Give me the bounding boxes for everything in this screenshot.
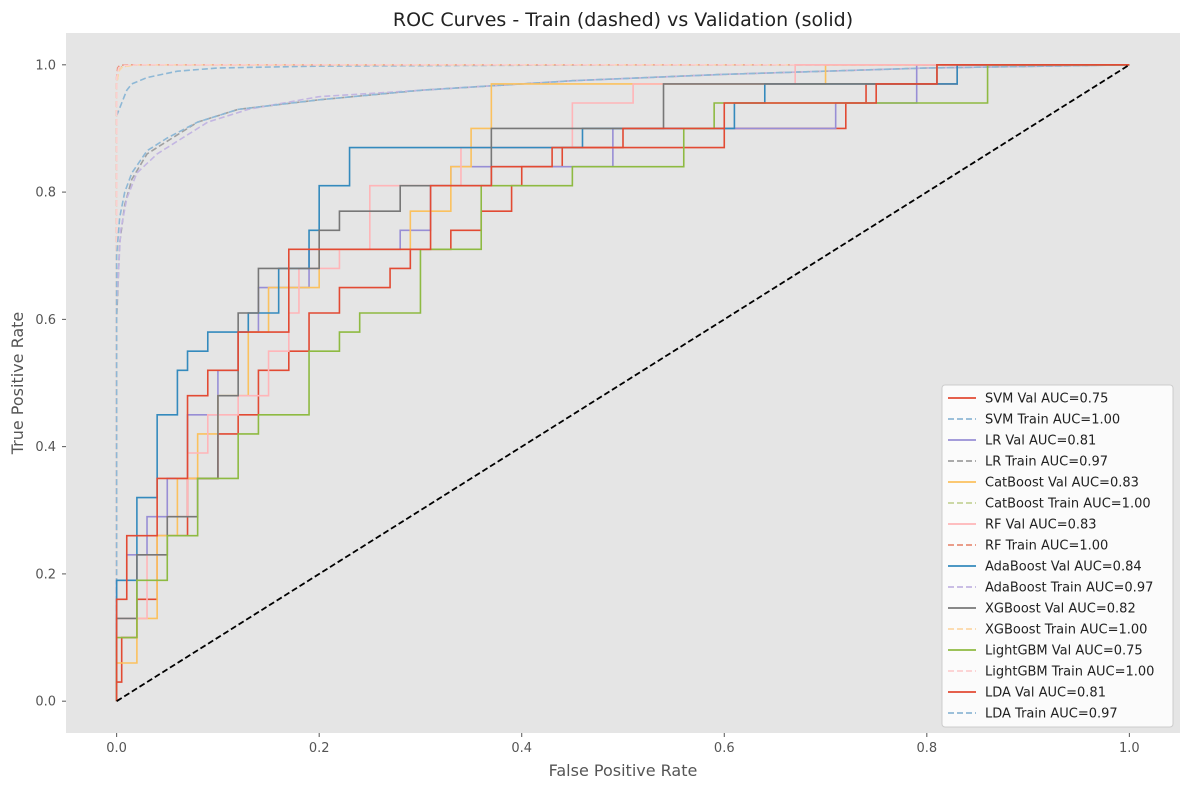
legend-label: LR Train AUC=0.97	[985, 455, 1108, 470]
x-axis-label: False Positive Rate	[549, 761, 698, 780]
legend-label: LR Val AUC=0.81	[985, 434, 1096, 449]
x-tick-label: 0.8	[916, 741, 937, 756]
legend-label: LDA Train AUC=0.97	[985, 707, 1118, 722]
roc-curve-svm-train	[115, 64, 1130, 702]
legend-label: XGBoost Val AUC=0.82	[985, 602, 1136, 617]
y-tick-label: 0.4	[35, 440, 56, 455]
legend-label: AdaBoost Val AUC=0.84	[985, 560, 1142, 575]
y-axis-ticks: 0.0 0.2 0.4 0.6 0.8 1.0	[35, 58, 66, 710]
roc-curve-lda-val	[115, 64, 1130, 702]
legend-label: AdaBoost Train AUC=0.97	[985, 581, 1153, 596]
legend-label: RF Val AUC=0.83	[985, 518, 1097, 533]
legend-label: RF Train AUC=1.00	[985, 539, 1108, 554]
y-tick-label: 0.8	[35, 186, 56, 201]
x-tick-label: 0.2	[309, 741, 330, 756]
legend-label: LDA Val AUC=0.81	[985, 686, 1106, 701]
roc-curve-rf-train	[115, 64, 1130, 702]
y-tick-label: 0.2	[35, 567, 56, 582]
roc-curve-adaboost-train	[115, 64, 1130, 702]
x-tick-label: 0.4	[511, 741, 532, 756]
legend: SVM Val AUC=0.75 SVM Train AUC=1.00 LR Val…	[941, 384, 1174, 728]
y-tick-label: 0.6	[35, 313, 56, 328]
roc-curve-lightgbm-train	[115, 64, 1130, 702]
chart-title: ROC Curves - Train (dashed) vs Validatio…	[393, 9, 853, 31]
legend-label: SVM Val AUC=0.75	[985, 392, 1108, 407]
legend-label: SVM Train AUC=1.00	[985, 413, 1120, 428]
y-axis-label: True Positive Rate	[8, 312, 27, 456]
legend-label: LightGBM Train AUC=1.00	[985, 665, 1154, 680]
legend-label: XGBoost Train AUC=1.00	[985, 623, 1147, 638]
roc-curve-catboost-val	[115, 64, 1130, 702]
x-tick-label: 0.0	[106, 741, 127, 756]
x-axis-ticks: 0.0 0.2 0.4 0.6 0.8 1.0	[106, 733, 1140, 756]
y-tick-label: 1.0	[35, 58, 56, 73]
legend-label: CatBoost Val AUC=0.83	[985, 476, 1139, 491]
roc-curve-lda-train	[115, 64, 1130, 702]
y-tick-label: 0.0	[35, 695, 56, 710]
x-tick-label: 0.6	[714, 741, 735, 756]
roc-curves	[115, 64, 1130, 702]
chance-diagonal-line	[116, 64, 1130, 702]
legend-label: LightGBM Val AUC=0.75	[985, 644, 1143, 659]
x-tick-label: 1.0	[1119, 741, 1140, 756]
legend-box	[941, 384, 1174, 728]
legend-label: CatBoost Train AUC=1.00	[985, 497, 1151, 512]
